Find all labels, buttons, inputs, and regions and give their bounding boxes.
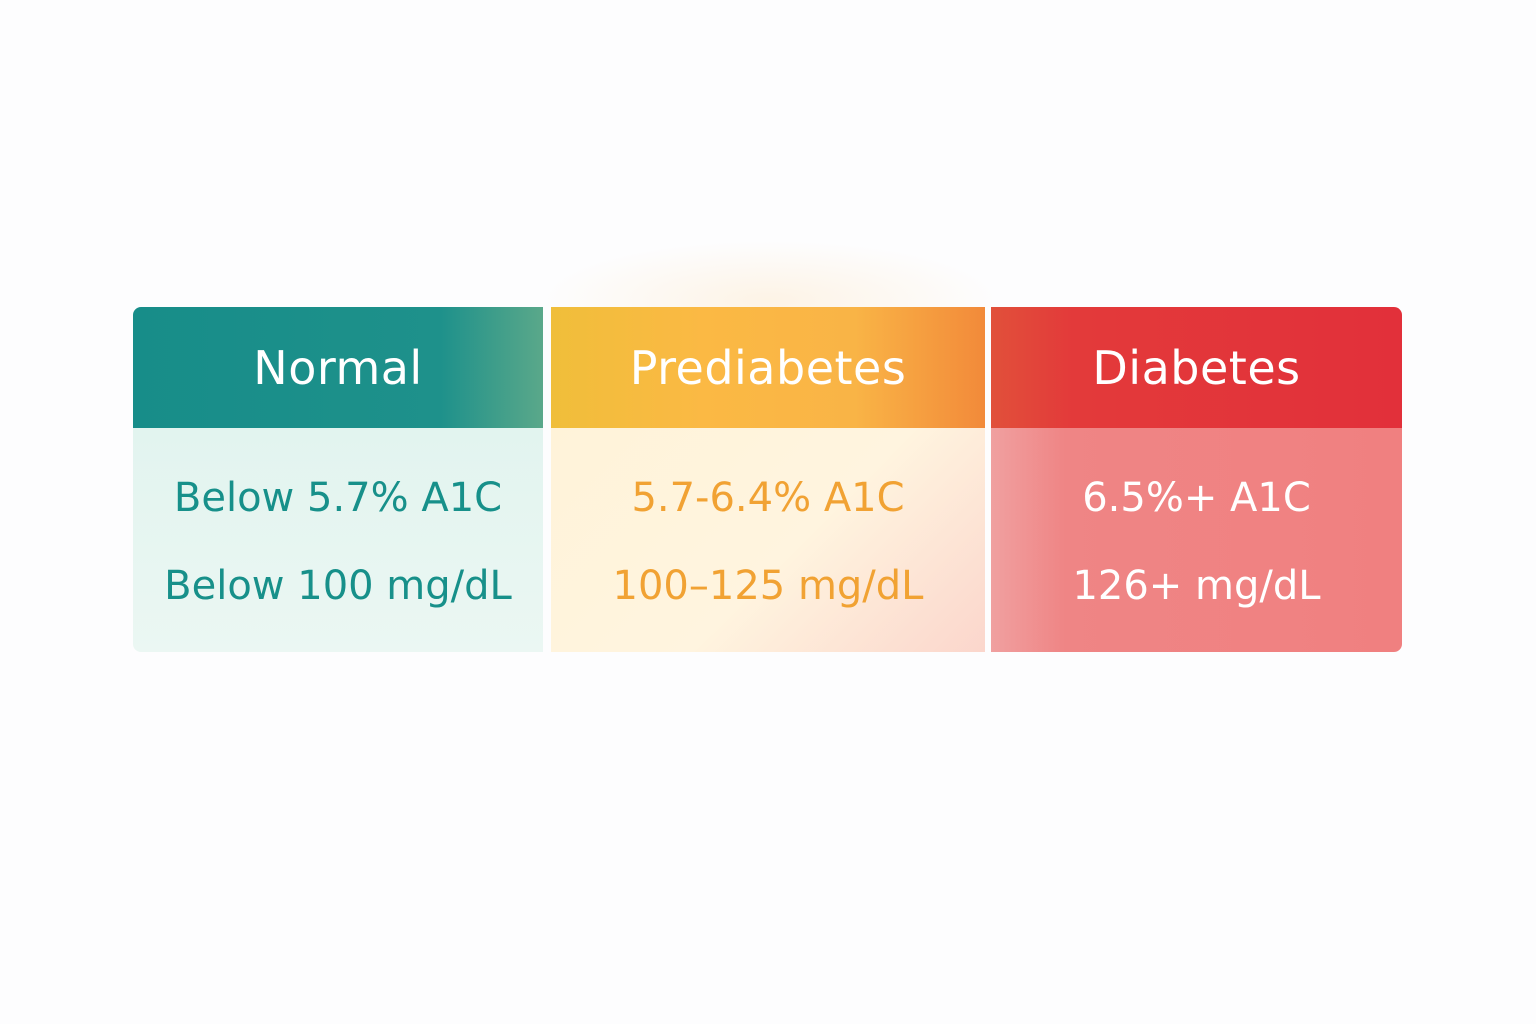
category-body-normal: Below 5.7% A1C Below 100 mg/dL [133,428,543,652]
glucose-range: 100–125 mg/dL [612,563,924,609]
category-panel-prediabetes: Prediabetes 5.7-6.4% A1C 100–125 mg/dL [551,307,985,652]
category-panel-normal: Normal Below 5.7% A1C Below 100 mg/dL [133,307,543,652]
category-header-prediabetes: Prediabetes [551,307,985,428]
category-header-normal: Normal [133,307,543,428]
category-body-diabetes: 6.5%+ A1C 126+ mg/dL [991,428,1402,652]
glucose-range: Below 100 mg/dL [164,563,512,609]
category-title: Prediabetes [629,340,907,395]
a1c-range: 5.7-6.4% A1C [631,475,905,521]
a1c-range: Below 5.7% A1C [173,475,503,521]
category-header-diabetes: Diabetes [991,307,1402,428]
category-title: Normal [253,340,423,395]
category-panel-diabetes: Diabetes 6.5%+ A1C 126+ mg/dL [991,307,1402,652]
glucose-range: 126+ mg/dL [1072,563,1321,609]
category-body-prediabetes: 5.7-6.4% A1C 100–125 mg/dL [551,428,985,652]
a1c-range: 6.5%+ A1C [1082,475,1311,521]
category-title: Diabetes [1092,340,1301,395]
